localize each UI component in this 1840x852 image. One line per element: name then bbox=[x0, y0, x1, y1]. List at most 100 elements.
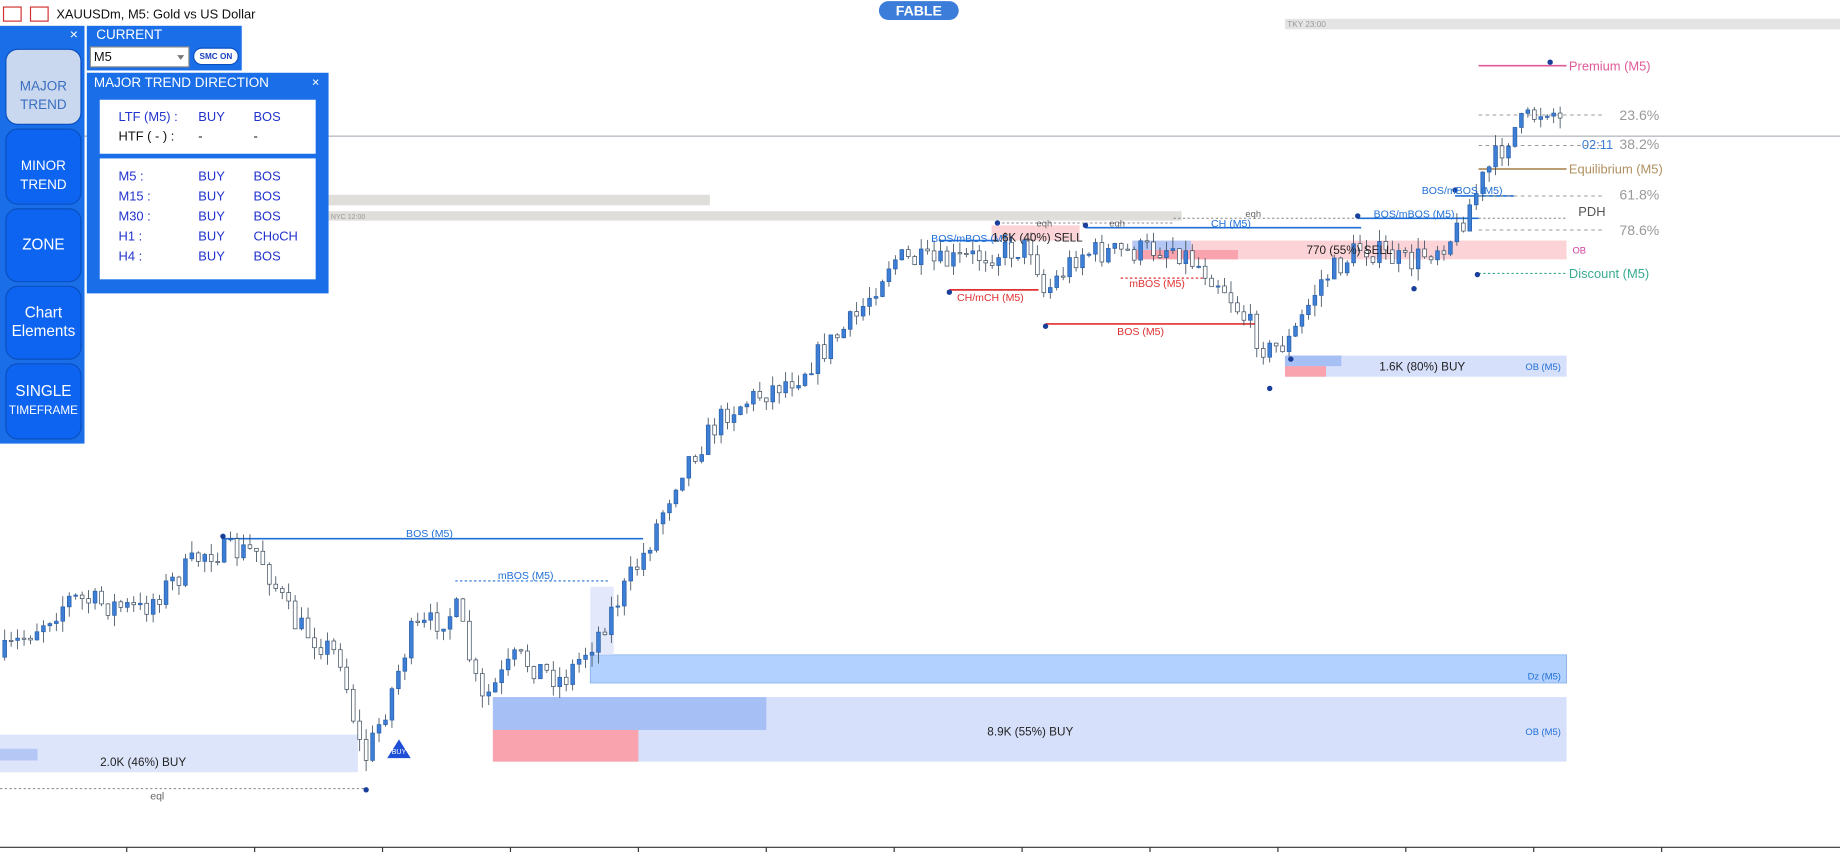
candle-body bbox=[1119, 243, 1124, 250]
candle-body bbox=[725, 408, 730, 423]
candle-body bbox=[583, 654, 588, 660]
candle-body bbox=[699, 454, 704, 462]
smc-toggle[interactable] bbox=[193, 47, 239, 66]
label: Discount (M5) bbox=[1569, 266, 1649, 281]
candle-body bbox=[1125, 248, 1130, 251]
candle-body bbox=[1493, 145, 1498, 168]
candle-body bbox=[1422, 248, 1427, 258]
label: OB (M5) bbox=[1525, 727, 1560, 737]
label: CH (M5) bbox=[1211, 218, 1251, 230]
label: BUY bbox=[198, 228, 225, 243]
candle-body bbox=[473, 659, 479, 674]
label: 38.2% bbox=[1619, 136, 1659, 152]
candle-body bbox=[125, 602, 130, 608]
label: 23.6% bbox=[1619, 107, 1659, 123]
candle-body bbox=[34, 631, 40, 641]
sidebar-button[interactable] bbox=[5, 363, 82, 440]
candle-body bbox=[105, 603, 111, 616]
candle-body bbox=[1538, 116, 1543, 120]
summary-box bbox=[99, 99, 316, 154]
timeframe-box bbox=[99, 158, 316, 280]
label[interactable]: MAJOR bbox=[20, 78, 67, 93]
label: BUY bbox=[392, 749, 407, 756]
candle-body bbox=[389, 688, 395, 721]
label[interactable]: TIMEFRAME bbox=[9, 404, 78, 417]
candle-body bbox=[1551, 112, 1556, 117]
candle-body bbox=[241, 544, 246, 559]
label[interactable]: SINGLE bbox=[15, 383, 71, 400]
candle-body bbox=[221, 538, 227, 563]
label[interactable]: Elements bbox=[12, 323, 76, 340]
swing-point bbox=[363, 787, 369, 793]
candle-body bbox=[1131, 249, 1137, 261]
candle-body bbox=[1428, 256, 1434, 261]
candle-body bbox=[1435, 250, 1440, 261]
candle-body bbox=[641, 552, 646, 570]
candle-body bbox=[402, 657, 408, 672]
candle-body bbox=[744, 403, 750, 408]
label: Dz (M5) bbox=[1528, 672, 1561, 682]
label: HTF ( - ) : bbox=[119, 129, 175, 144]
candle-body bbox=[1235, 302, 1240, 313]
swing-point bbox=[946, 289, 953, 295]
candle-body bbox=[1254, 313, 1260, 349]
label: - bbox=[198, 129, 202, 144]
label: NYC 12:00 bbox=[331, 214, 365, 221]
label[interactable]: Chart bbox=[25, 304, 63, 321]
candle-body bbox=[931, 250, 937, 262]
candle-body bbox=[1390, 249, 1395, 264]
candle-body bbox=[1190, 250, 1195, 267]
candle-body bbox=[1267, 342, 1272, 358]
label[interactable]: TREND bbox=[20, 97, 67, 112]
label: PDH bbox=[1578, 204, 1605, 219]
candle-body bbox=[505, 658, 511, 671]
swing-point bbox=[1547, 59, 1553, 65]
candle-body bbox=[131, 602, 137, 606]
label: BOS bbox=[253, 169, 280, 184]
swing-point bbox=[1474, 271, 1481, 278]
candle-body bbox=[1086, 253, 1092, 256]
swing-point bbox=[1082, 222, 1089, 229]
label[interactable]: TREND bbox=[20, 177, 67, 192]
candle-body bbox=[602, 631, 608, 636]
candle-body bbox=[796, 385, 801, 389]
label: FABLE bbox=[896, 2, 942, 18]
label: - bbox=[253, 129, 257, 144]
candle-body bbox=[589, 651, 595, 656]
candle-body bbox=[860, 306, 866, 317]
candle-body bbox=[609, 606, 614, 636]
candle-body bbox=[835, 334, 840, 339]
candle-body bbox=[1441, 250, 1447, 255]
candle-body bbox=[1222, 285, 1227, 294]
timeframe-select[interactable] bbox=[89, 46, 190, 68]
candle-body bbox=[673, 489, 679, 505]
sidebar-button[interactable] bbox=[5, 208, 82, 283]
sidebar-button[interactable] bbox=[5, 48, 82, 125]
candle-body bbox=[1467, 204, 1473, 232]
label: BUY bbox=[198, 189, 225, 204]
sidebar-button[interactable] bbox=[5, 285, 82, 360]
label[interactable]: MINOR bbox=[21, 158, 66, 173]
label: BOS bbox=[253, 248, 280, 263]
label: BOS bbox=[253, 109, 280, 124]
buy-signal bbox=[387, 739, 411, 759]
label[interactable]: ZONE bbox=[22, 236, 64, 253]
candle-body bbox=[1454, 222, 1460, 243]
candle-body bbox=[350, 689, 356, 722]
label: BUY bbox=[198, 169, 225, 184]
candle-body bbox=[1093, 242, 1098, 255]
zone bbox=[0, 748, 38, 761]
label: BOS/mBOS (M5) bbox=[931, 233, 1012, 245]
candle-body bbox=[957, 252, 963, 255]
candle-body bbox=[1228, 292, 1234, 304]
candle-body bbox=[518, 649, 524, 652]
candle-body bbox=[1370, 256, 1376, 263]
label: BUY bbox=[198, 248, 225, 263]
candle-body bbox=[912, 256, 917, 266]
candle-body bbox=[544, 664, 550, 671]
sidebar-button[interactable] bbox=[5, 128, 82, 205]
candle-body bbox=[21, 637, 27, 640]
candle-body bbox=[1028, 239, 1034, 256]
candle-body bbox=[41, 625, 46, 633]
candle-body bbox=[415, 620, 420, 623]
